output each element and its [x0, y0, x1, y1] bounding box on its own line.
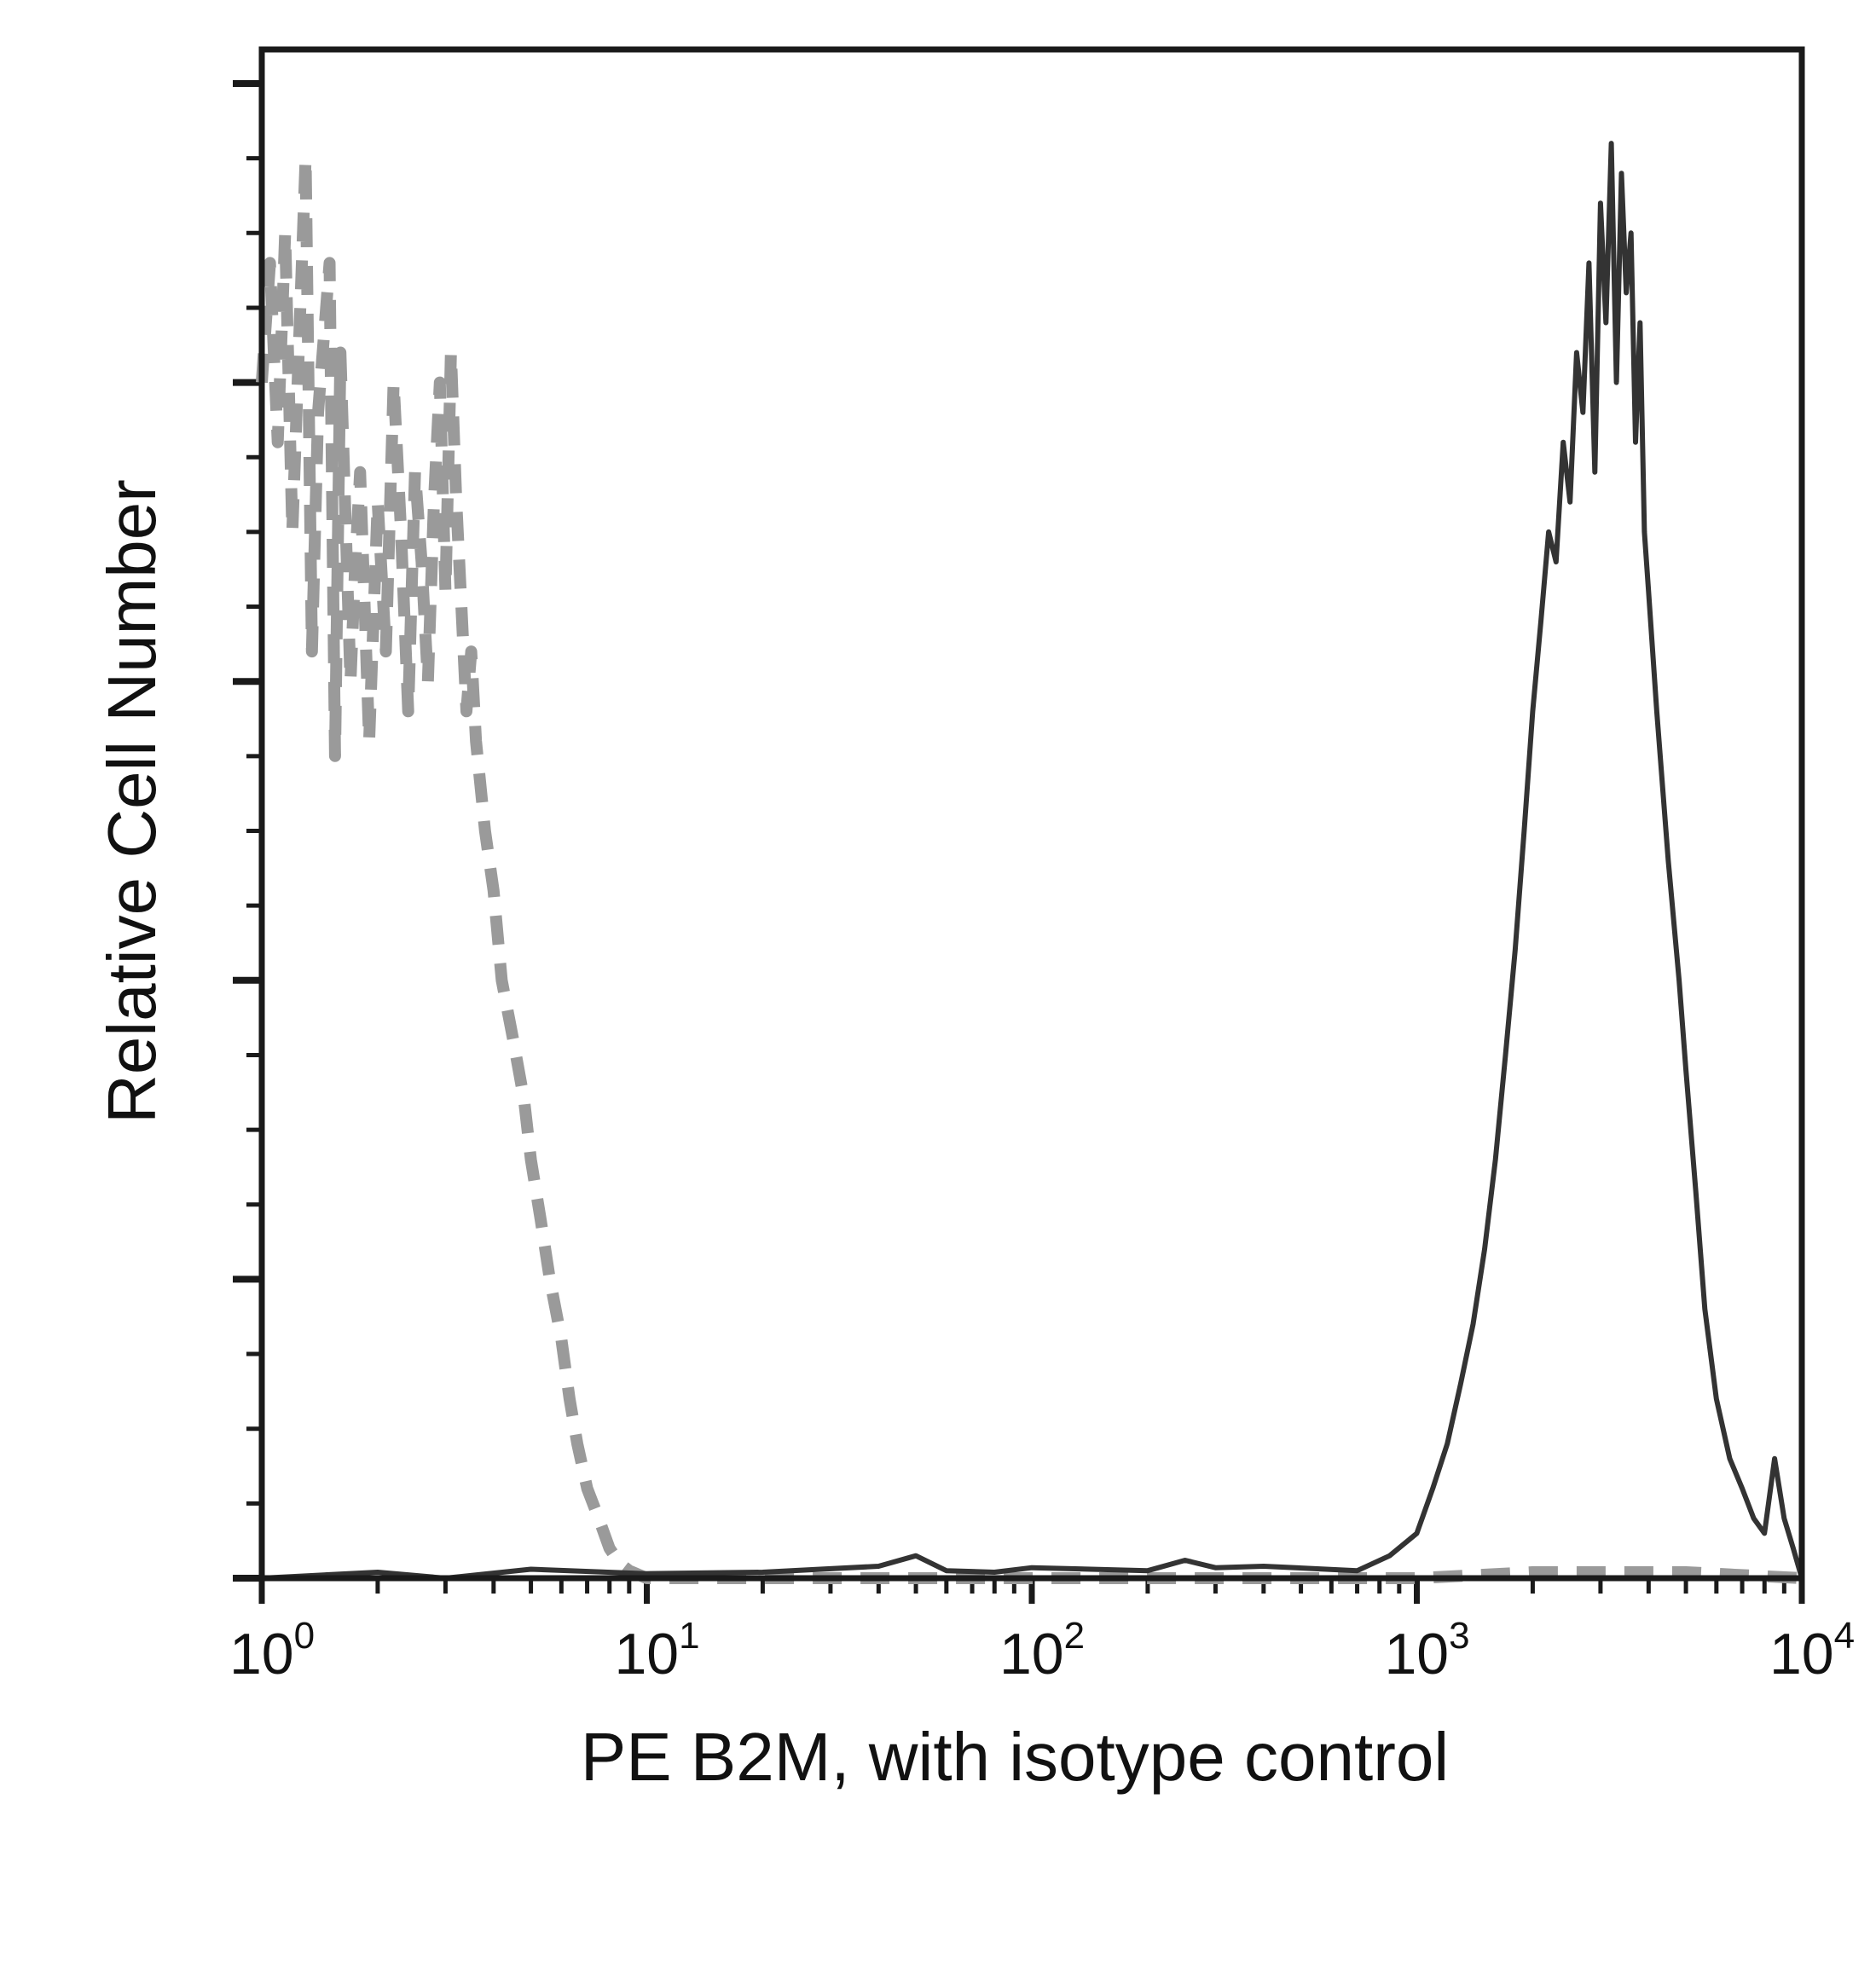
x-tick-label: 101 — [614, 1615, 699, 1686]
x-tick-label: 102 — [999, 1615, 1085, 1686]
x-tick-label-base: 10 — [1384, 1622, 1449, 1686]
x-tick-label-base: 10 — [999, 1622, 1064, 1686]
x-tick-label: 100 — [229, 1615, 315, 1686]
x-tick-label-base: 10 — [614, 1622, 679, 1686]
series-layer — [256, 141, 1804, 1584]
isotype-control-histogram — [256, 152, 1803, 1584]
x-tick-labels: 100 101 102 103 104 — [229, 1615, 1855, 1686]
x-tick-label-exponent: 3 — [1449, 1615, 1469, 1657]
y-axis-title: Relative Cell Number — [94, 479, 170, 1124]
plot-frame — [258, 46, 1805, 1582]
x-tick-label-base: 10 — [229, 1622, 294, 1686]
x-tick-label: 103 — [1384, 1615, 1469, 1686]
x-tick-label-exponent: 4 — [1834, 1615, 1855, 1657]
x-tick-label-base: 10 — [1769, 1622, 1834, 1686]
x-tick-label-exponent: 2 — [1064, 1615, 1085, 1657]
x-tick-label-exponent: 1 — [679, 1615, 699, 1657]
pe-b2m-histogram — [261, 141, 1804, 1581]
x-tick-label-exponent: 0 — [294, 1615, 315, 1657]
x-tick-label: 104 — [1769, 1615, 1855, 1686]
x-axis-title: PE B2M, with isotype control — [581, 1719, 1449, 1795]
